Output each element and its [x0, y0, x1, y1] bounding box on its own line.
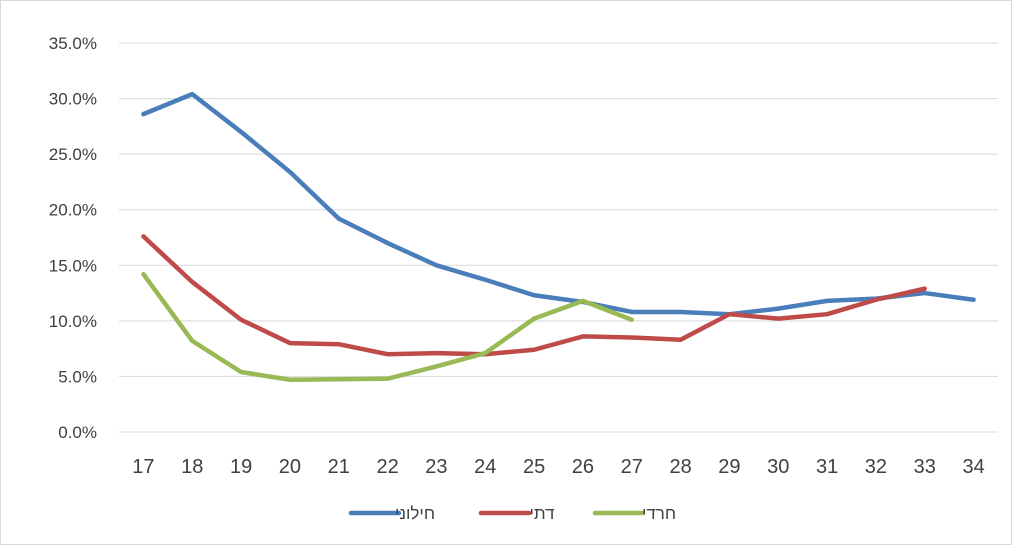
legend: חילוני דתי חרדי: [348, 504, 676, 523]
y-tick-label: 10.0%: [49, 312, 97, 331]
x-tick-label: 19: [230, 456, 252, 478]
x-tick-label: 25: [523, 456, 545, 478]
x-tick-label: 27: [621, 456, 643, 478]
y-tick-label: 25.0%: [49, 145, 97, 164]
y-tick-label: 5.0%: [58, 367, 97, 386]
x-tick-label: 29: [718, 456, 740, 478]
x-tick-label: 32: [865, 456, 887, 478]
y-tick-label: 20.0%: [49, 201, 97, 220]
y-tick-label: 15.0%: [49, 256, 97, 275]
x-axis-tick-labels: 17 18 19 20 21 22 23 24 25 26 27 28 29 30 31 32 33 34: [132, 456, 984, 478]
x-tick-label: 21: [328, 456, 350, 478]
x-tick-label: 17: [132, 456, 154, 478]
x-tick-label: 24: [474, 456, 496, 478]
series-line-0: [141, 91, 976, 317]
x-tick-label: 26: [572, 456, 594, 478]
x-tick-label: 33: [914, 456, 936, 478]
x-tick-label: 22: [376, 456, 398, 478]
series-lines: [141, 91, 976, 383]
x-tick-label: 18: [181, 456, 203, 478]
series-line-1: [141, 234, 927, 357]
series-line-2: [141, 271, 634, 383]
legend-label-1: דתי: [529, 504, 554, 523]
y-tick-label: 0.0%: [58, 423, 97, 442]
x-tick-label: 30: [767, 456, 789, 478]
y-tick-label: 30.0%: [49, 90, 97, 109]
y-axis-tick-labels: 0.0% 5.0% 10.0% 15.0% 20.0% 25.0% 30.0% 35.0%: [49, 34, 97, 442]
legend-label-2: חרדי: [642, 504, 676, 523]
x-tick-label: 20: [279, 456, 301, 478]
x-tick-label: 34: [962, 456, 984, 478]
legend-label-0: חילוני: [395, 504, 435, 523]
x-tick-label: 31: [816, 456, 838, 478]
y-tick-label: 35.0%: [49, 34, 97, 53]
x-tick-label: 28: [669, 456, 691, 478]
x-tick-label: 23: [425, 456, 447, 478]
